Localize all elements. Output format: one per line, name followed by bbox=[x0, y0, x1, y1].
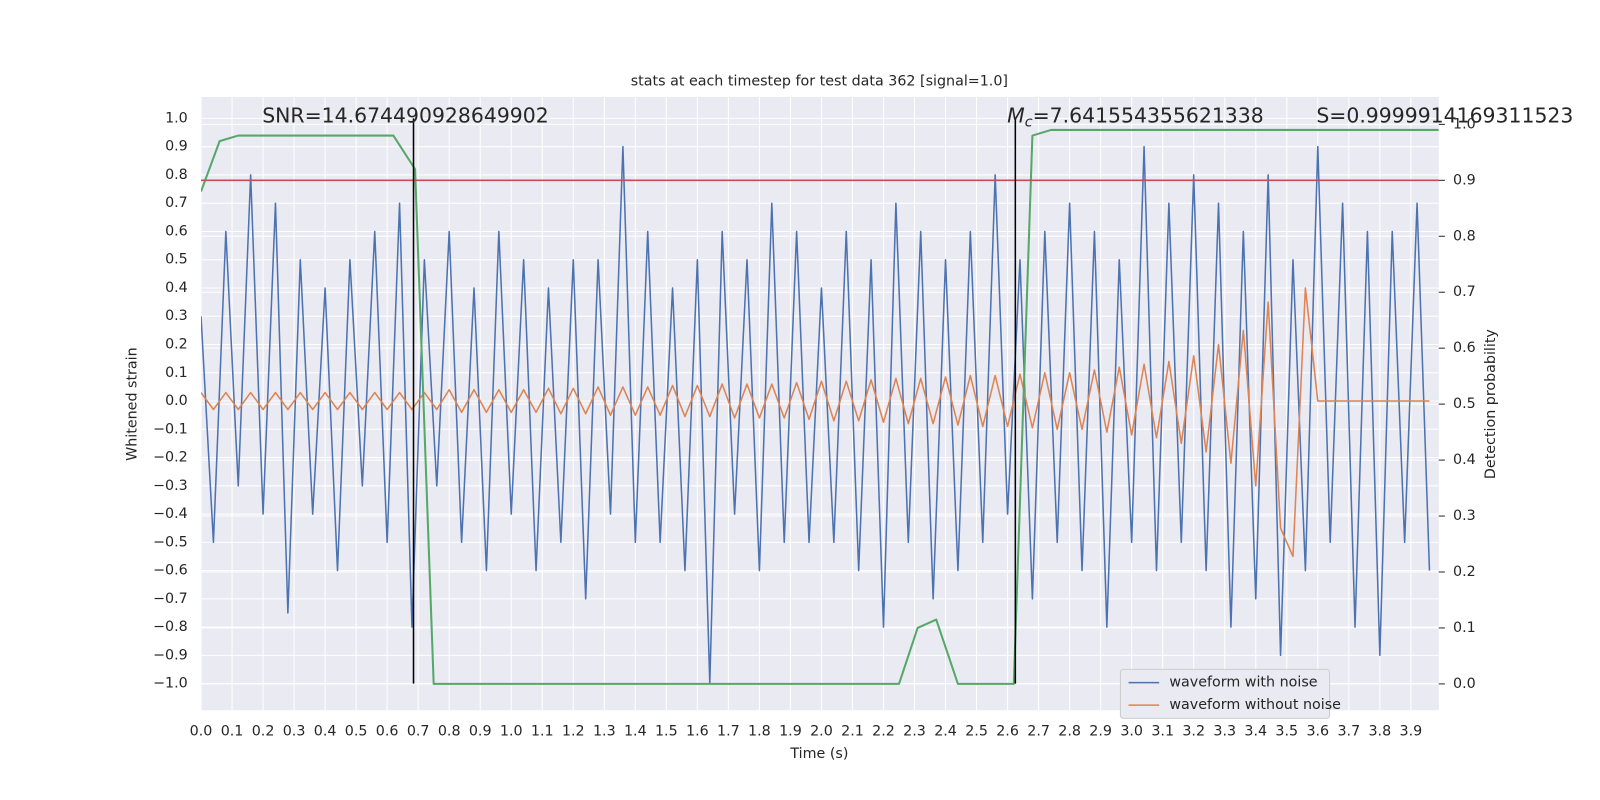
y-tick-label: 0.6 bbox=[165, 223, 188, 239]
x-tick-label: 1.3 bbox=[593, 724, 616, 740]
x-tick-label: 1.5 bbox=[655, 724, 678, 740]
annotation-subscript: c bbox=[1025, 114, 1033, 130]
y-tick-label: −0.3 bbox=[153, 478, 188, 494]
x-tick-label: 3.1 bbox=[1151, 724, 1174, 740]
annotation: Mc=7.641554355621338 bbox=[1007, 103, 1264, 130]
x-tick-label: 2.1 bbox=[841, 724, 864, 740]
x-tick-label: 1.9 bbox=[779, 724, 802, 740]
chart-title: stats at each timestep for test data 362… bbox=[631, 74, 1008, 90]
plot bbox=[201, 128, 1439, 685]
x-tick-label: 0.8 bbox=[438, 724, 461, 740]
y2-tick-label: 0.9 bbox=[1453, 172, 1476, 188]
y-tick-label: −0.4 bbox=[153, 506, 188, 522]
y2-tick-label: 0.1 bbox=[1453, 620, 1476, 636]
x-tick-label: 0.2 bbox=[252, 724, 275, 740]
x-tick-label: 2.3 bbox=[903, 724, 926, 740]
legend-label: waveform without noise bbox=[1169, 697, 1341, 713]
x-tick-label: 3.5 bbox=[1275, 724, 1298, 740]
x-tick-label: 2.7 bbox=[1027, 724, 1050, 740]
y-tick-label: 0.0 bbox=[165, 393, 188, 409]
y-tick-label: −0.7 bbox=[153, 591, 188, 607]
x-tick-label: 3.4 bbox=[1244, 724, 1267, 740]
series-line bbox=[201, 287, 1430, 558]
y-tick-label: 0.3 bbox=[165, 308, 188, 324]
y-tick-label: −0.5 bbox=[153, 534, 188, 550]
x-tick-label: 0.9 bbox=[469, 724, 492, 740]
x-tick-label: 3.0 bbox=[1120, 724, 1143, 740]
y-tick-label: −1.0 bbox=[153, 676, 188, 692]
legend: waveform with noise waveform without nois… bbox=[1119, 668, 1341, 719]
x-tick-label: 2.4 bbox=[934, 724, 957, 740]
y-tick-label: 0.2 bbox=[165, 337, 188, 353]
y-tick-label: −0.8 bbox=[153, 619, 188, 635]
x-tick-label: 2.9 bbox=[1089, 724, 1112, 740]
x-tick-label: 3.3 bbox=[1213, 724, 1236, 740]
y-tick-label: 1.0 bbox=[165, 110, 188, 126]
y-tick-label: 0.4 bbox=[165, 280, 188, 296]
x-tick-label: 0.5 bbox=[345, 724, 368, 740]
legend-box bbox=[1119, 668, 1331, 719]
x-tick-label: 2.8 bbox=[1058, 724, 1081, 740]
annotation: SNR=14.674490928649902 bbox=[262, 103, 548, 127]
x-tick-label: 1.7 bbox=[717, 724, 740, 740]
series-line bbox=[201, 128, 1439, 685]
x-tick-label: 0.3 bbox=[283, 724, 306, 740]
x-tick-label: 1.2 bbox=[562, 724, 585, 740]
y2-tick-label: 1.0 bbox=[1453, 116, 1476, 132]
x-tick-label: 0.4 bbox=[314, 724, 337, 740]
x-tick-label: 3.2 bbox=[1182, 724, 1205, 740]
x-tick-label: 2.5 bbox=[965, 724, 988, 740]
series-line bbox=[201, 145, 1431, 685]
y-tick-label: −0.6 bbox=[153, 563, 188, 579]
legend-label: waveform with noise bbox=[1169, 675, 1317, 691]
x-tick-label: 2.2 bbox=[872, 724, 895, 740]
annotation: S=0.9999914169311523 bbox=[1316, 103, 1573, 127]
x-tick-label: 0.0 bbox=[190, 724, 213, 740]
annotation-symbol: M bbox=[1007, 103, 1025, 127]
y2-tick-label: 0.3 bbox=[1453, 508, 1476, 524]
x-axis-label: Time (s) bbox=[789, 746, 848, 762]
x-tick-label: 0.6 bbox=[376, 724, 399, 740]
overlay bbox=[201, 118, 1439, 684]
y2-tick-label: 0.6 bbox=[1453, 340, 1476, 356]
y2-tick-label: 0.8 bbox=[1453, 228, 1476, 244]
x-tick-label: 3.8 bbox=[1368, 724, 1391, 740]
y-tick-label: 0.7 bbox=[165, 195, 188, 211]
x-tick-label: 2.6 bbox=[996, 724, 1019, 740]
y2-tick-label: 0.2 bbox=[1453, 564, 1476, 580]
x-tick-label: 3.9 bbox=[1400, 724, 1423, 740]
y-tick-label: −0.9 bbox=[153, 647, 188, 663]
x-tick-label: 3.6 bbox=[1306, 724, 1329, 740]
x-tick-label: 1.6 bbox=[686, 724, 709, 740]
y-tick-label: 0.1 bbox=[165, 365, 188, 381]
x-tick-label: 0.7 bbox=[407, 724, 430, 740]
x-tick-label: 1.0 bbox=[500, 724, 523, 740]
y-axis-label: Whitened strain bbox=[125, 347, 141, 461]
y-tick-label: 0.8 bbox=[165, 167, 188, 183]
annotation-value: =7.641554355621338 bbox=[1033, 103, 1264, 127]
x-tick-label: 2.0 bbox=[810, 724, 833, 740]
x-tick-label: 0.1 bbox=[221, 724, 244, 740]
y2-tick-label: 0.5 bbox=[1453, 396, 1476, 412]
x-tick-label: 1.1 bbox=[531, 724, 554, 740]
y-tick-label: −0.1 bbox=[153, 421, 188, 437]
y-tick-label: 0.9 bbox=[165, 139, 188, 155]
x-tick-label: 1.4 bbox=[624, 724, 647, 740]
y-tick-label: −0.2 bbox=[153, 450, 188, 466]
x-tick-label: 1.8 bbox=[748, 724, 771, 740]
y2-tick-label: 0.4 bbox=[1453, 452, 1476, 468]
x-tick-label: 3.7 bbox=[1337, 724, 1360, 740]
y2-tick-label: 0.7 bbox=[1453, 284, 1476, 300]
y2-axis-label: Detection probability bbox=[1483, 329, 1499, 480]
y2-tick-label: 0.0 bbox=[1453, 676, 1476, 692]
y-tick-label: 0.5 bbox=[165, 252, 188, 268]
